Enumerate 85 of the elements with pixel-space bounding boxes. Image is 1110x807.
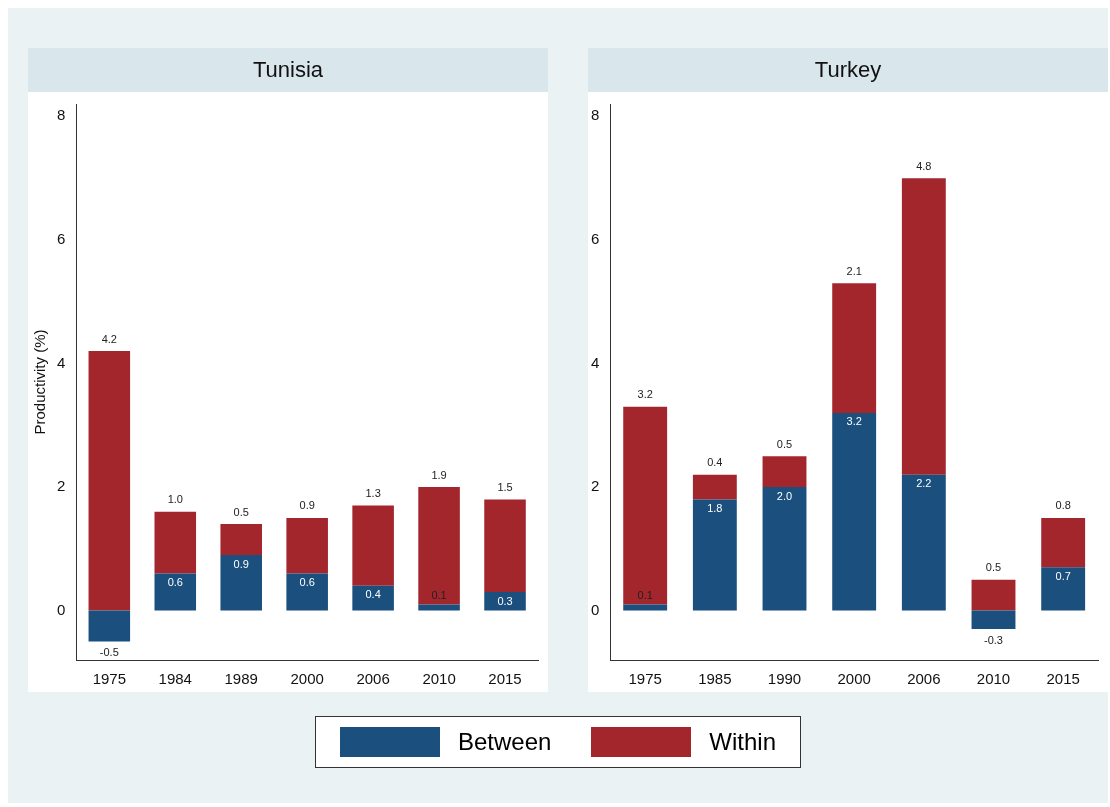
bar xyxy=(1041,567,1086,611)
bar xyxy=(901,474,946,611)
bar xyxy=(154,511,197,574)
data-label: 0.1 xyxy=(637,588,653,601)
x-tick-label: 2006 xyxy=(907,670,941,688)
bar xyxy=(484,499,526,593)
x-tick-label: 1985 xyxy=(698,670,732,688)
y-tick-label: 0 xyxy=(591,600,600,618)
data-label: 1.3 xyxy=(365,487,381,500)
bar xyxy=(623,406,668,605)
data-label: 0.7 xyxy=(1055,569,1071,582)
y-tick-label: 2 xyxy=(591,477,600,495)
data-label: 1.5 xyxy=(497,480,513,493)
data-label: -0.3 xyxy=(984,633,1003,646)
bar xyxy=(623,604,668,611)
bar xyxy=(971,579,1016,611)
x-tick-label: 2006 xyxy=(356,670,390,688)
bar xyxy=(88,351,131,611)
data-label: 0.3 xyxy=(497,594,513,607)
data-label: 0.9 xyxy=(233,557,249,570)
bar xyxy=(286,517,328,574)
data-label: 4.2 xyxy=(101,332,117,345)
data-label: 3.2 xyxy=(846,415,862,428)
data-label: 2.0 xyxy=(776,489,793,502)
bar xyxy=(971,610,1016,630)
bar xyxy=(418,604,460,611)
data-label: 2.2 xyxy=(916,477,932,490)
x-tick-label: 2015 xyxy=(1046,670,1080,688)
x-tick-label: 1984 xyxy=(158,670,192,688)
data-label: 1.9 xyxy=(431,468,447,481)
y-tick-label: 2 xyxy=(57,477,66,495)
y-tick-label: 4 xyxy=(591,353,600,371)
y-tick-label: 8 xyxy=(57,106,66,124)
legend-label: Between xyxy=(457,728,552,756)
data-label: 0.8 xyxy=(1055,499,1071,512)
y-tick-label: 6 xyxy=(591,230,600,248)
data-label: 2.1 xyxy=(846,264,862,277)
bar xyxy=(154,573,197,611)
x-tick-label: 2010 xyxy=(976,670,1011,688)
y-tick-label: 0 xyxy=(57,600,66,618)
data-label: 0.5 xyxy=(776,437,793,450)
x-tick-label: 1975 xyxy=(628,670,662,688)
data-label: 4.8 xyxy=(916,159,932,172)
bar xyxy=(286,573,328,611)
data-label: 1.8 xyxy=(707,501,723,514)
x-tick-label: 1990 xyxy=(767,670,802,688)
x-tick-label: 2010 xyxy=(422,670,456,688)
chart-title: Tunisia xyxy=(28,48,548,92)
bar xyxy=(88,610,131,642)
x-tick-label: 2015 xyxy=(488,670,522,688)
bar xyxy=(484,592,526,611)
data-label: 0.6 xyxy=(167,576,183,589)
data-label: 0.5 xyxy=(985,561,1002,574)
data-label: 0.4 xyxy=(365,588,381,601)
y-axis-title: Productivity (%) xyxy=(31,329,49,435)
data-label: 1.0 xyxy=(167,493,183,506)
bar xyxy=(762,456,807,488)
y-tick-label: 6 xyxy=(57,230,66,248)
bar xyxy=(832,283,877,413)
y-tick-label: 4 xyxy=(57,353,66,371)
y-tick-label: 8 xyxy=(591,106,600,124)
x-tick-label: 2000 xyxy=(290,670,324,688)
bar xyxy=(220,554,262,611)
data-label: 0.4 xyxy=(707,456,723,469)
bar xyxy=(418,487,460,605)
x-tick-label: 1975 xyxy=(92,670,127,688)
bar xyxy=(901,178,946,475)
data-label: 0.9 xyxy=(299,499,315,512)
legend-label: Within xyxy=(709,728,777,756)
bar xyxy=(692,474,737,500)
data-label: 3.2 xyxy=(637,388,653,401)
bar xyxy=(762,487,807,611)
data-label: 0.6 xyxy=(299,576,315,589)
chart-title: Turkey xyxy=(588,48,1108,92)
bar xyxy=(832,412,877,611)
bar xyxy=(352,505,394,586)
data-label: 0.5 xyxy=(233,505,249,518)
bar xyxy=(1041,517,1086,568)
data-label: 0.1 xyxy=(431,588,447,601)
data-label: -0.5 xyxy=(99,646,119,658)
bar xyxy=(352,585,394,611)
bar xyxy=(692,499,737,611)
bar xyxy=(220,524,262,555)
x-tick-label: 2000 xyxy=(837,670,871,688)
x-tick-label: 1989 xyxy=(224,670,258,688)
